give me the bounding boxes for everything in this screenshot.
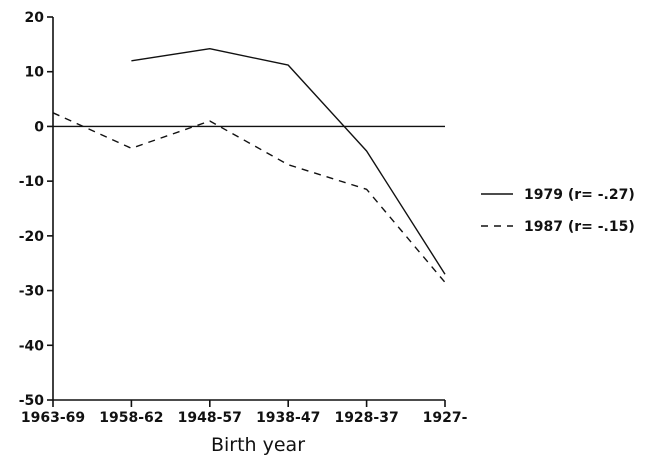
y-tick-label: -50 bbox=[19, 393, 45, 409]
x-tick-label: 1963-69 bbox=[21, 410, 85, 426]
legend-label: 1979 (r= -.27) bbox=[524, 187, 635, 203]
legend: 1979 (r= -.27) 1987 (r= -.15) bbox=[481, 187, 635, 235]
y-tick-label: -10 bbox=[19, 174, 45, 190]
y-tick-label: -30 bbox=[19, 284, 45, 300]
x-axis: 1963-69 1958-62 1948-57 1938-47 1928-37 1927- bbox=[21, 399, 468, 426]
y-tick-label: 20 bbox=[25, 10, 45, 26]
x-tick-label: 1927- bbox=[423, 410, 468, 426]
y-tick-label: 10 bbox=[25, 65, 45, 81]
series-line-1987 bbox=[52, 112, 446, 283]
y-tick-label: 0 bbox=[34, 119, 44, 135]
series-line-1979 bbox=[131, 48, 446, 275]
x-tick-label: 1948-57 bbox=[178, 410, 242, 426]
x-tick-label: 1938-47 bbox=[256, 410, 320, 426]
y-axis: 20 10 0 -10 -20 -30 -40 -50 bbox=[19, 10, 54, 409]
x-tick-label: 1958-62 bbox=[99, 410, 163, 426]
y-tick-label: -40 bbox=[19, 338, 45, 354]
series-group bbox=[52, 48, 446, 283]
x-tick-label: 1928-37 bbox=[334, 410, 398, 426]
legend-label: 1987 (r= -.15) bbox=[524, 219, 635, 235]
y-tick-label: -20 bbox=[19, 229, 45, 245]
x-axis-title: Birth year bbox=[211, 434, 305, 456]
